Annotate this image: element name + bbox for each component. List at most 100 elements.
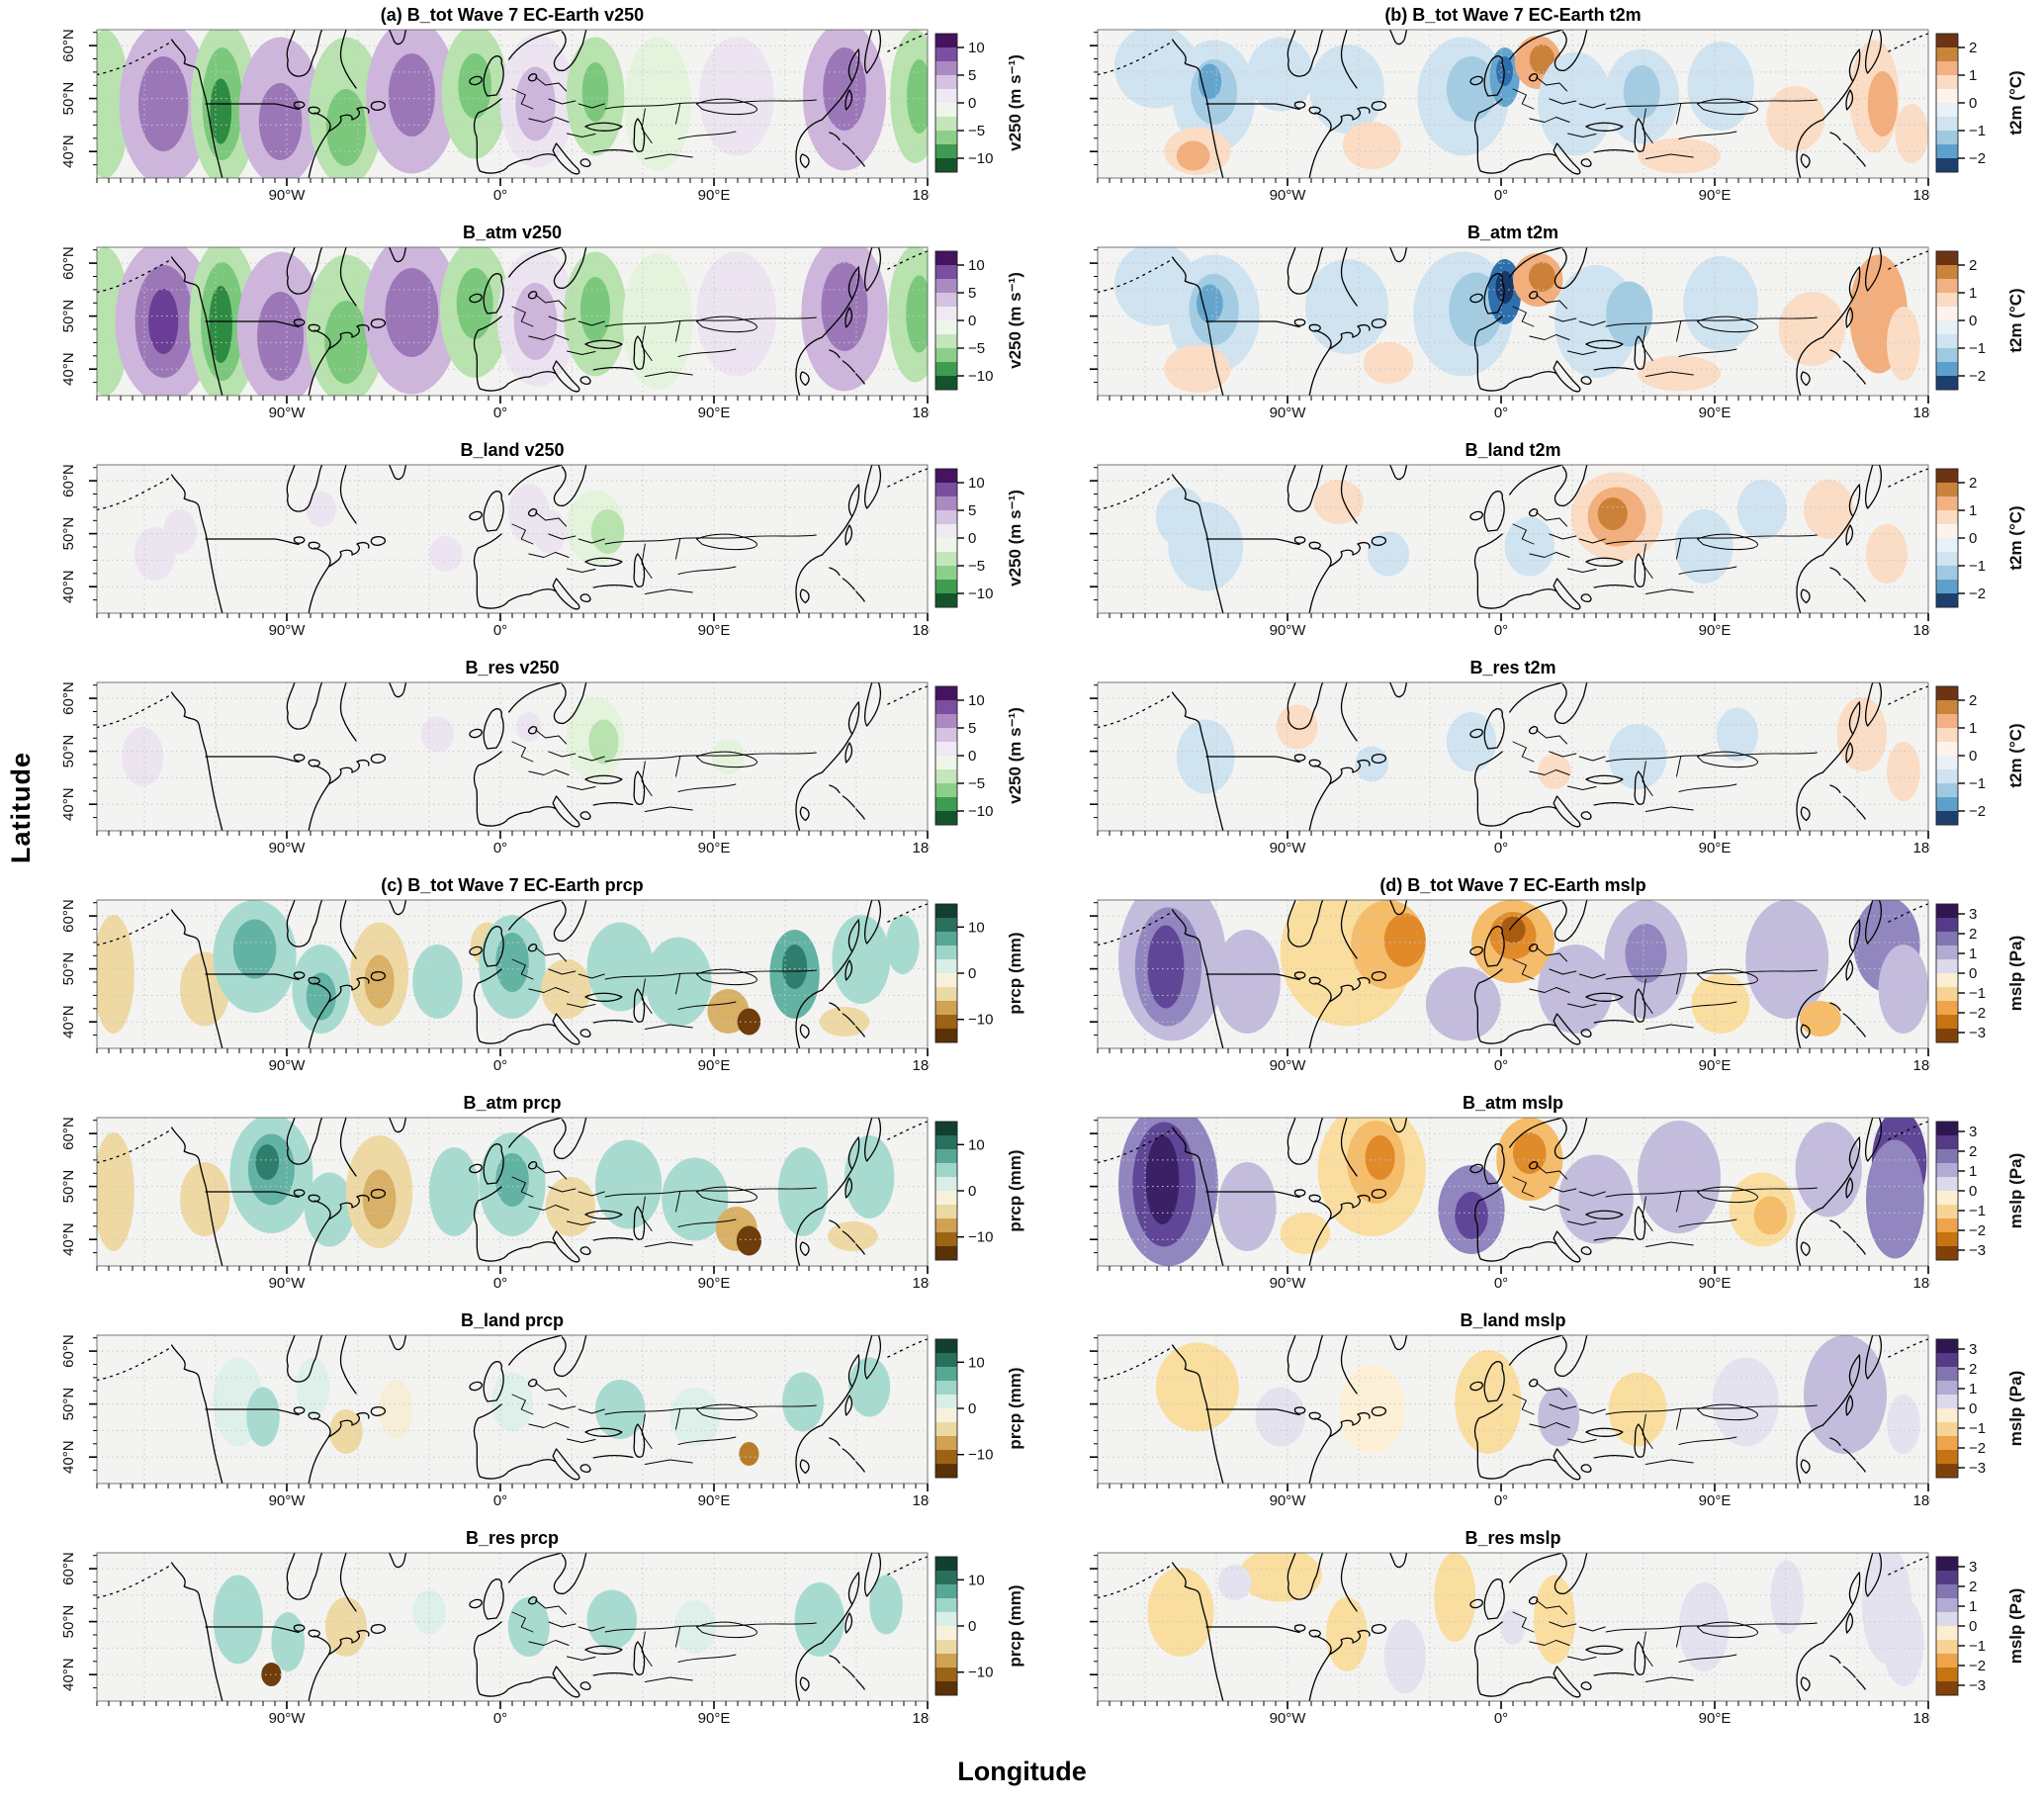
panel-title: B_land mslp [1460, 1310, 1566, 1330]
map-canvas: 90°W 0° 90°E 180° [1090, 246, 1930, 421]
anomaly-blob [495, 933, 529, 992]
anomaly-blob [180, 1162, 230, 1236]
map-panel-b-atm-v250: B_atm v250 90°W 0° 90°E 180° 40°N 50°N 60°N 10 5… [40, 222, 1040, 437]
anomaly-blob [1147, 925, 1185, 1009]
colorbar-tick-label: 0 [968, 965, 976, 982]
colorbar-tick-label: 0 [1969, 95, 1977, 112]
y-tick-label: 50°N [60, 1170, 77, 1204]
x-tick-label: 90°W [269, 1275, 307, 1292]
colorbar-tick-label: −3 [1969, 1025, 1986, 1041]
x-tick-label: 90°W [1270, 840, 1307, 856]
x-tick-label: 180° [1912, 840, 1930, 856]
anomaly-blob [379, 1380, 413, 1439]
x-tick-label: 90°E [1699, 1057, 1732, 1074]
map-panel-b-land-mslp: B_land mslp 90°W 0° 90°E 180° 3 2 1 0 −1 −2 −3 mslp… [1040, 1309, 2041, 1525]
anomaly-blob [516, 712, 542, 742]
y-tick-label: 60°N [60, 681, 77, 715]
anomaly-blob [1538, 754, 1571, 789]
colorbar-tick-label: −10 [968, 368, 993, 385]
colorbar-tick-label: −3 [1969, 1460, 1986, 1477]
anomaly-blob [1674, 509, 1733, 584]
y-tick-label: 50°N [60, 517, 77, 551]
colorbar-tick-label: −10 [968, 1229, 993, 1246]
x-tick-label: 0° [493, 622, 507, 639]
anomaly-blob [1878, 945, 1928, 1034]
anomaly-blob [456, 268, 493, 339]
x-tick-label: 90°E [1699, 405, 1732, 421]
anomaly-blob [545, 1177, 595, 1236]
x-tick-label: 180° [1912, 1275, 1930, 1292]
anomaly-blob [1363, 342, 1414, 384]
x-tick-label: 90°W [1270, 1057, 1307, 1074]
colorbar-mslp: 3 2 1 0 −1 −2 −3 mslp (Pa) [1935, 1338, 2025, 1479]
panel-body: 90°W 0° 90°E 180° 40°N 50°N 60°N 10 5 0 −5 −10 v250 … [40, 461, 1040, 655]
anomaly-blob [1145, 1135, 1180, 1224]
x-tick-label: 180° [1912, 1492, 1930, 1509]
colorbar-unit-label: t2m (°C) [2006, 288, 2025, 352]
colorbar-tick-label: 0 [968, 1400, 976, 1417]
anomaly-blob [1342, 122, 1401, 169]
x-tick-label: 0° [493, 187, 507, 204]
x-tick-label: 90°W [1270, 622, 1307, 639]
colorbar-mslp: 3 2 1 0 −1 −2 −3 mslp (Pa) [1935, 903, 2025, 1043]
x-tick-label: 0° [493, 1492, 507, 1509]
panel-body: 90°W 0° 90°E 180° 2 1 0 −1 −2 t2m (°C) [1040, 243, 2041, 437]
anomaly-blob [1778, 292, 1845, 366]
map-panel-b-land-v250: B_land v250 90°W 0° 90°E 180° 40°N 50°N 60°N 10… [40, 439, 1040, 655]
y-axis-label: Latitude [6, 752, 36, 863]
map-canvas: 90°W 0° 90°E 180° [1090, 1117, 1930, 1292]
colorbar-mslp: 3 2 1 0 −1 −2 −3 mslp (Pa) [1935, 1121, 2025, 1261]
anomaly-blob [1687, 42, 1754, 131]
y-tick-label: 60°N [60, 1117, 77, 1150]
coastlines [1098, 1553, 1928, 1701]
coastlines [1098, 465, 1928, 613]
anomaly-blob [491, 1372, 533, 1432]
anomaly-blob [429, 1147, 480, 1236]
anomaly-blob [1608, 1372, 1667, 1447]
x-tick-label: 0° [493, 840, 507, 856]
colorbar-tick-label: 10 [968, 919, 985, 936]
anomaly-blob [699, 37, 774, 156]
anomaly-blob [1255, 1387, 1305, 1447]
anomaly-blob [1538, 51, 1613, 156]
x-tick-label: 90°W [269, 187, 307, 204]
colorbar-tick-label: 3 [1969, 1341, 1977, 1358]
colorbar-tick-label: 1 [1969, 1381, 1977, 1397]
x-tick-label: 90°W [269, 840, 307, 856]
colorbar-tick-label: 0 [1969, 1183, 1977, 1200]
colorbar-unit-label: t2m (°C) [2006, 723, 2025, 787]
anomaly-blob [1623, 65, 1660, 119]
coastlines [97, 682, 928, 831]
anomaly-blob [1534, 1575, 1575, 1665]
colorbar-tick-label: 1 [1969, 720, 1977, 737]
coastlines [97, 1118, 928, 1266]
x-tick-label: 90°E [698, 1710, 731, 1727]
colorbar-unit-label: prcp (mm) [1006, 1584, 1024, 1667]
colorbar-unit-label: v250 (m s⁻¹) [1006, 272, 1024, 369]
anomaly-blob [1368, 531, 1409, 577]
x-tick-label: 180° [912, 1710, 930, 1727]
anomaly-blob [886, 915, 920, 974]
colorbar-tick-label: 10 [968, 1354, 985, 1371]
x-tick-label: 90°W [1270, 1492, 1307, 1509]
colorbar-tick-label: 10 [968, 1136, 985, 1153]
anomaly-blob [579, 277, 611, 342]
anomaly-blob [1558, 1154, 1634, 1244]
x-tick-label: 90°E [1699, 840, 1732, 856]
anomaly-blob [696, 251, 777, 377]
map-canvas: 90°W 0° 90°E 180° [1090, 681, 1930, 856]
y-tick-label: 50°N [60, 1605, 77, 1639]
colorbar-tick-label: −5 [968, 123, 985, 139]
panel-title: B_land v250 [460, 440, 565, 460]
colorbar-v250: 10 5 0 −5 −10 v250 (m s⁻¹) [934, 250, 1024, 391]
coastlines [1098, 900, 1928, 1048]
map-panel-b-res-prcp: B_res prcp 90°W 0° 90°E 180° 40°N 50°N 60°N 10 0… [40, 1527, 1040, 1743]
x-tick-label: 90°E [1699, 622, 1732, 639]
coastlines [1098, 30, 1928, 178]
colorbar-tick-label: 2 [1969, 257, 1977, 274]
panel-title: B_atm prcp [463, 1093, 562, 1113]
colorbar-v250: 10 5 0 −5 −10 v250 (m s⁻¹) [934, 468, 1024, 608]
colorbar-tick-label: 2 [1969, 40, 1977, 56]
x-tick-label: 90°E [698, 840, 731, 856]
anomaly-blob [1313, 480, 1364, 524]
